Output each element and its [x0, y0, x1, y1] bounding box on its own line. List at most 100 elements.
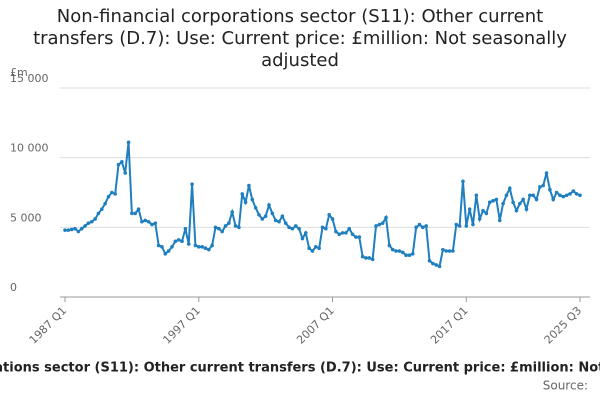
point	[357, 235, 362, 239]
point	[441, 247, 445, 252]
point	[444, 249, 449, 253]
point	[340, 231, 345, 235]
point	[123, 171, 127, 175]
point	[457, 224, 462, 228]
point	[528, 193, 532, 198]
point	[290, 226, 295, 231]
point	[227, 221, 231, 225]
point	[344, 231, 348, 235]
point	[521, 197, 525, 202]
point	[183, 226, 188, 231]
point	[267, 203, 271, 207]
point	[578, 193, 582, 198]
point	[180, 239, 184, 244]
point	[494, 197, 499, 202]
point	[397, 249, 402, 253]
point	[548, 187, 552, 192]
point	[150, 222, 154, 227]
point	[451, 249, 455, 253]
x-tick-label: 2007 Q1	[294, 304, 337, 347]
point	[524, 207, 529, 212]
point	[307, 246, 311, 251]
point	[143, 218, 148, 223]
point	[76, 229, 81, 234]
point	[310, 249, 315, 253]
point	[514, 208, 519, 213]
point	[133, 211, 138, 216]
point	[300, 236, 305, 241]
point	[501, 201, 505, 206]
point	[176, 238, 181, 242]
point	[390, 247, 395, 252]
point	[334, 229, 338, 234]
point	[464, 224, 469, 228]
point	[360, 254, 365, 259]
point	[247, 183, 251, 188]
point	[431, 261, 435, 266]
point	[220, 229, 224, 234]
point	[330, 217, 335, 221]
x-tick-label: 2025 Q3	[542, 304, 585, 347]
point	[237, 225, 241, 230]
point	[317, 246, 321, 251]
y-tick-label: 10 000	[10, 142, 49, 155]
point	[110, 190, 114, 195]
point	[190, 182, 194, 186]
point	[166, 249, 171, 253]
point	[217, 226, 221, 231]
point	[410, 252, 415, 256]
point	[350, 232, 355, 237]
point	[380, 221, 385, 225]
point	[163, 252, 168, 256]
point	[96, 211, 101, 216]
point	[404, 253, 408, 257]
point	[568, 192, 572, 196]
point	[467, 207, 472, 212]
point	[297, 226, 301, 231]
point	[561, 194, 566, 199]
point	[394, 249, 398, 253]
point	[130, 211, 134, 216]
point	[434, 263, 439, 267]
point	[374, 224, 378, 228]
point	[210, 243, 214, 248]
point	[203, 246, 208, 251]
point	[233, 224, 238, 228]
point	[243, 200, 248, 205]
point	[196, 245, 201, 249]
point	[83, 224, 87, 228]
point	[417, 222, 422, 227]
point	[454, 222, 459, 227]
point	[240, 192, 245, 196]
point	[69, 227, 74, 232]
point	[447, 249, 452, 253]
point	[250, 197, 255, 202]
point	[186, 242, 191, 246]
point	[507, 186, 512, 191]
point	[477, 217, 482, 221]
source-label: Source:	[543, 379, 588, 393]
point	[320, 225, 325, 230]
point	[387, 243, 392, 248]
point	[156, 243, 161, 248]
point	[564, 193, 569, 198]
point	[511, 200, 515, 205]
point	[253, 206, 258, 210]
point	[223, 224, 228, 228]
point	[324, 226, 328, 231]
point	[283, 221, 288, 225]
point	[257, 212, 261, 217]
point	[173, 239, 178, 244]
x-tick-label: 1997 Q1	[160, 304, 203, 347]
point	[354, 235, 358, 239]
point	[99, 207, 104, 212]
point	[327, 212, 331, 217]
point	[73, 226, 77, 231]
point	[86, 221, 91, 225]
point	[518, 201, 522, 206]
point	[260, 217, 265, 221]
point	[491, 199, 495, 203]
point	[574, 192, 579, 196]
point	[206, 247, 211, 252]
